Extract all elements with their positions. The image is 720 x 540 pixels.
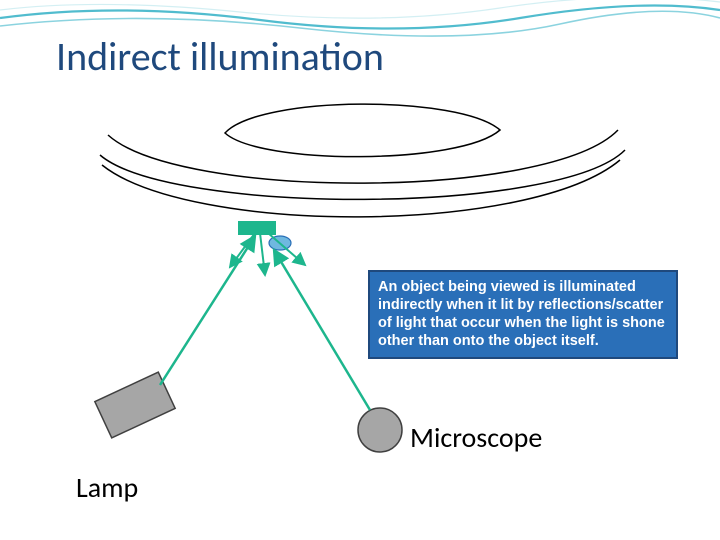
lamp-label: Lamp [76,470,138,505]
scatter-rays [230,233,305,275]
page-title: Indirect illumination [56,32,384,81]
lamp-ray [160,236,255,385]
info-callout: An object being viewed is illuminated in… [368,270,678,359]
reflection-spot [238,221,276,235]
microscope-label: Microscope [410,420,542,455]
microscope-ray [274,250,370,410]
microscope-shape [358,408,402,452]
eye-cross-section [100,104,625,217]
